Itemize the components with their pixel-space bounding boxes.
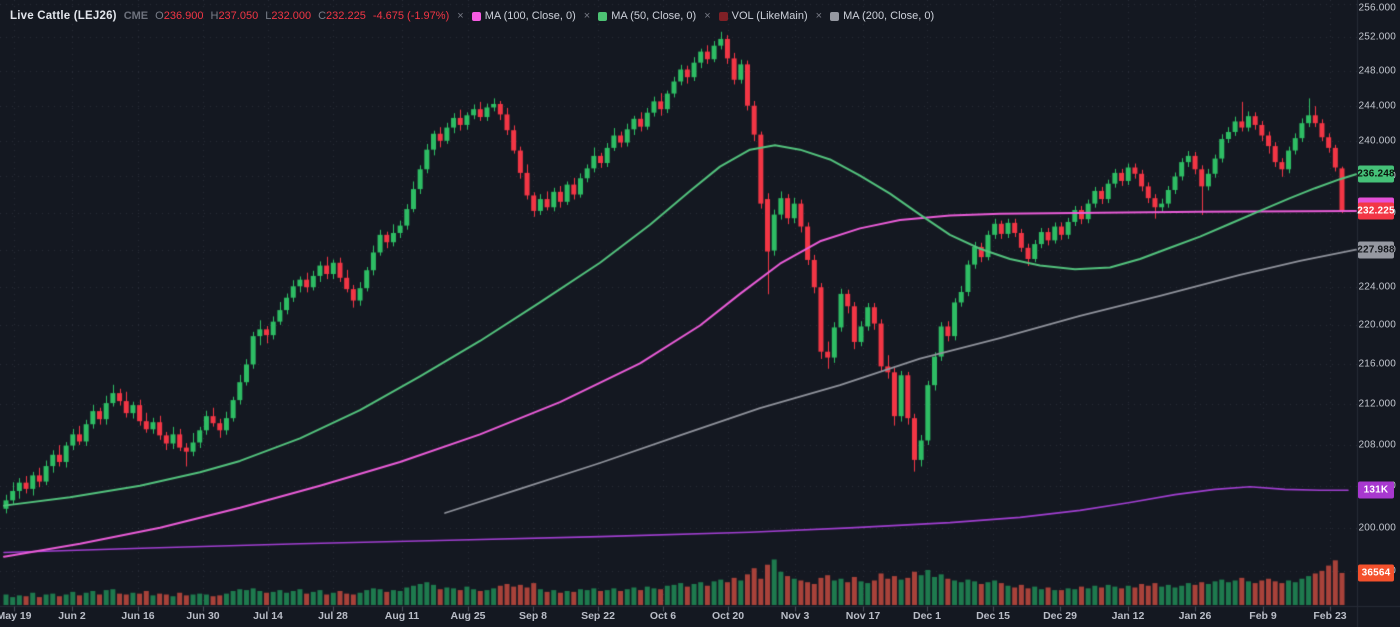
price-tick-label: 244.000 bbox=[1358, 100, 1396, 112]
time-tick-label: Aug 11 bbox=[384, 610, 420, 622]
price-tick-label: 208.000 bbox=[1358, 439, 1396, 451]
indicator-label: VOL (LikeMain) bbox=[731, 10, 808, 22]
symbol-title[interactable]: Live Cattle (LEJ26) bbox=[10, 10, 117, 22]
time-tick-label: Jul 14 bbox=[253, 610, 283, 622]
chart-legend: Live Cattle (LEJ26) CME O236.900 H237.050… bbox=[10, 8, 934, 24]
indicator-color-swatch-icon bbox=[718, 11, 728, 21]
time-tick-label: Sep 22 bbox=[581, 610, 615, 622]
time-tick-label: Feb 9 bbox=[1249, 610, 1277, 622]
price-tick-label: 200.000 bbox=[1358, 522, 1396, 534]
remove-indicator-icon[interactable]: × bbox=[457, 10, 464, 22]
time-tick-label: Jan 26 bbox=[1178, 610, 1212, 622]
price-tick-label: 220.000 bbox=[1358, 319, 1396, 331]
vol-ma-badge: 131K bbox=[1358, 481, 1394, 499]
time-tick-label: Dec 1 bbox=[912, 610, 942, 622]
price-axis[interactable]: 256.000252.000248.000244.000240.000236.0… bbox=[1357, 0, 1400, 607]
price-tick-label: 248.000 bbox=[1358, 65, 1396, 77]
time-tick-label: Dec 29 bbox=[1043, 610, 1077, 622]
time-tick-label: Nov 3 bbox=[780, 610, 810, 622]
indicator-legend-item[interactable]: MA (200, Close, 0) bbox=[830, 10, 934, 22]
time-tick-label: Feb 23 bbox=[1313, 610, 1347, 622]
ma50-badge: 236.248 bbox=[1357, 165, 1395, 183]
exchange-label: CME bbox=[123, 10, 149, 22]
indicator-label: MA (50, Close, 0) bbox=[611, 10, 697, 22]
ma200-badge: 227.988 bbox=[1357, 241, 1395, 259]
indicator-color-swatch-icon bbox=[471, 11, 481, 21]
price-tick-label: 212.000 bbox=[1358, 398, 1396, 410]
volume-badge: 36564 bbox=[1358, 564, 1394, 582]
indicator-label: MA (200, Close, 0) bbox=[843, 10, 935, 22]
time-tick-label: Aug 25 bbox=[450, 610, 486, 622]
price-tick-label: 224.000 bbox=[1358, 281, 1396, 293]
indicator-legend-item[interactable]: VOL (LikeMain) bbox=[718, 10, 808, 22]
change-value: -4.675 (-1.97%) bbox=[372, 10, 450, 22]
time-axis[interactable]: May 19 Jun 2 Jun 16 Jun 30 Jul 14 Jul 28 Aug 1… bbox=[0, 607, 1400, 627]
indicator-color-swatch-icon bbox=[598, 11, 608, 21]
price-badge: 232.225 bbox=[1357, 202, 1395, 220]
ohlc-l: L232.000 bbox=[265, 10, 312, 22]
remove-indicator-icon[interactable]: × bbox=[583, 10, 591, 22]
time-tick-label: Jun 2 bbox=[58, 610, 86, 622]
price-tick-label: 252.000 bbox=[1358, 31, 1396, 43]
time-tick-label: Nov 17 bbox=[845, 610, 881, 622]
time-tick-label: Oct 6 bbox=[649, 610, 677, 622]
indicator-legend-item[interactable]: MA (100, Close, 0) bbox=[471, 10, 576, 22]
time-tick-label: Jun 16 bbox=[121, 610, 155, 622]
ohlc-c: C232.225 bbox=[318, 10, 366, 22]
indicator-legend: × MA (100, Close, 0) × MA (50, Close, 0) × VO… bbox=[456, 10, 934, 22]
time-tick-label: May 19 bbox=[0, 610, 32, 622]
remove-indicator-icon[interactable]: × bbox=[704, 10, 711, 22]
remove-indicator-icon[interactable]: × bbox=[815, 10, 823, 22]
ohlc-o: O236.900 bbox=[155, 10, 204, 22]
ohlc-h: H237.050 bbox=[210, 10, 259, 22]
ohlc-values: O236.900 H237.050 L232.000 C232.225 bbox=[155, 10, 366, 22]
indicator-label: MA (100, Close, 0) bbox=[484, 10, 576, 22]
price-tick-label: 240.000 bbox=[1358, 135, 1396, 147]
time-tick-label: Sep 8 bbox=[518, 610, 548, 622]
time-tick-label: Jun 30 bbox=[186, 610, 220, 622]
indicator-color-swatch-icon bbox=[830, 11, 840, 21]
price-tick-label: 216.000 bbox=[1358, 358, 1396, 370]
time-tick-label: Jan 12 bbox=[1111, 610, 1145, 622]
time-tick-label: Oct 20 bbox=[711, 610, 745, 622]
price-tick-label: 256.000 bbox=[1358, 2, 1396, 14]
time-tick-label: Jul 28 bbox=[318, 610, 348, 622]
time-tick-label: Dec 15 bbox=[976, 610, 1010, 622]
indicator-legend-item[interactable]: MA (50, Close, 0) bbox=[598, 10, 696, 22]
